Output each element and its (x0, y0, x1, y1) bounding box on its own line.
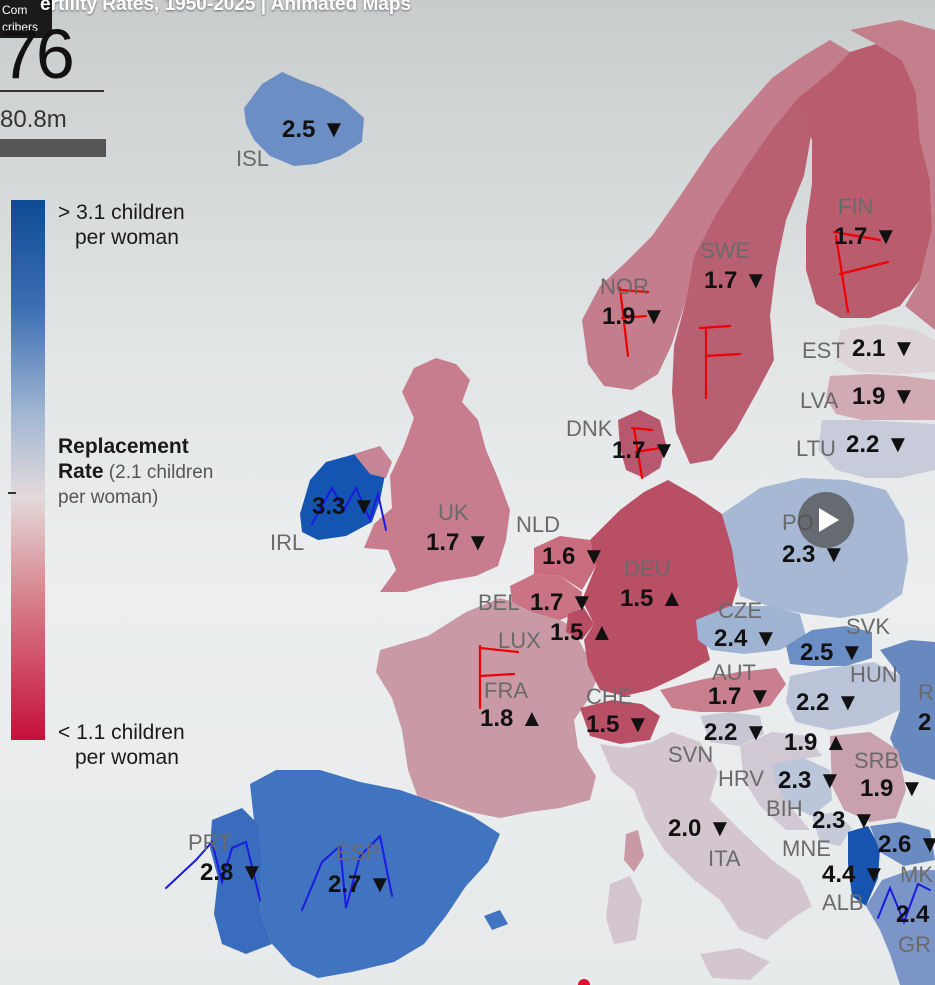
country-bel (510, 574, 582, 620)
country-grc (866, 870, 935, 985)
country-bih (772, 758, 832, 816)
country-hun (786, 662, 900, 730)
country-irl (300, 448, 386, 540)
country-fra-corsica (624, 830, 644, 872)
country-cze (696, 606, 806, 654)
country-mkd (870, 822, 935, 866)
country-ltu (818, 420, 935, 478)
country-deu (582, 480, 738, 696)
country-lva (826, 374, 935, 420)
population-readout: 80.8m (0, 106, 67, 133)
legend-high-line-2: per woman (75, 226, 179, 249)
country-uk (364, 358, 510, 592)
country-est (836, 324, 935, 374)
country-svk (786, 626, 872, 666)
year-divider (0, 90, 104, 92)
country-nor (582, 40, 850, 390)
country-dnk (618, 410, 666, 478)
legend-color-scale (11, 200, 45, 740)
country-pol (722, 478, 908, 618)
country-alb (848, 826, 880, 906)
country-lux (566, 608, 594, 640)
country-esp-balearic (484, 910, 508, 930)
country-nir (354, 446, 392, 478)
country-svn (700, 712, 764, 746)
badge-line-1: Com (2, 3, 28, 17)
country-rus-north (850, 20, 935, 330)
country-nld (534, 536, 596, 590)
legend-high-label: > 3.1 children per woman (58, 200, 185, 250)
subscriber-badge[interactable]: Com cribers (0, 0, 52, 38)
legend-replacement-label: Replacement Rate (2.1 children per woman… (58, 434, 213, 510)
legend-low-line-2: per woman (75, 746, 179, 769)
country-esp (250, 770, 500, 978)
progress-scrubber[interactable] (578, 979, 590, 985)
country-hrv (740, 732, 822, 830)
country-mne (812, 812, 852, 846)
video-title: ertility Rates, 1950-2025 | Animated Map… (40, 0, 412, 15)
country-srb (830, 732, 906, 822)
country-ita-sicily (700, 948, 770, 980)
legend-rate-detail-2: per woman) (58, 487, 159, 508)
country-fra (376, 598, 600, 818)
legend-replacement-tick (8, 492, 16, 494)
legend-low-line-1: < 1.1 children (58, 721, 185, 744)
play-button[interactable] (798, 492, 854, 548)
country-ita (600, 732, 812, 940)
country-rou (880, 640, 935, 780)
badge-line-2: cribers (2, 20, 39, 34)
country-prt (210, 808, 272, 954)
legend-rate-detail: (2.1 children (103, 462, 214, 483)
legend-high-line-1: > 3.1 children (58, 201, 185, 224)
year-readout: 76 (0, 15, 75, 93)
legend-rate-word: Rate (58, 460, 104, 483)
legend-replacement-title: Replacement (58, 435, 189, 458)
country-fin (798, 44, 932, 318)
legend-low-label: < 1.1 children per woman (58, 720, 185, 770)
country-ita-sardinia (606, 876, 642, 944)
country-che (580, 700, 660, 744)
country-aut (660, 668, 786, 712)
country-isl (244, 72, 364, 166)
population-bar (0, 139, 106, 157)
annotation-red-f-marks (478, 230, 890, 710)
annotation-blue-m-marks (165, 485, 931, 925)
